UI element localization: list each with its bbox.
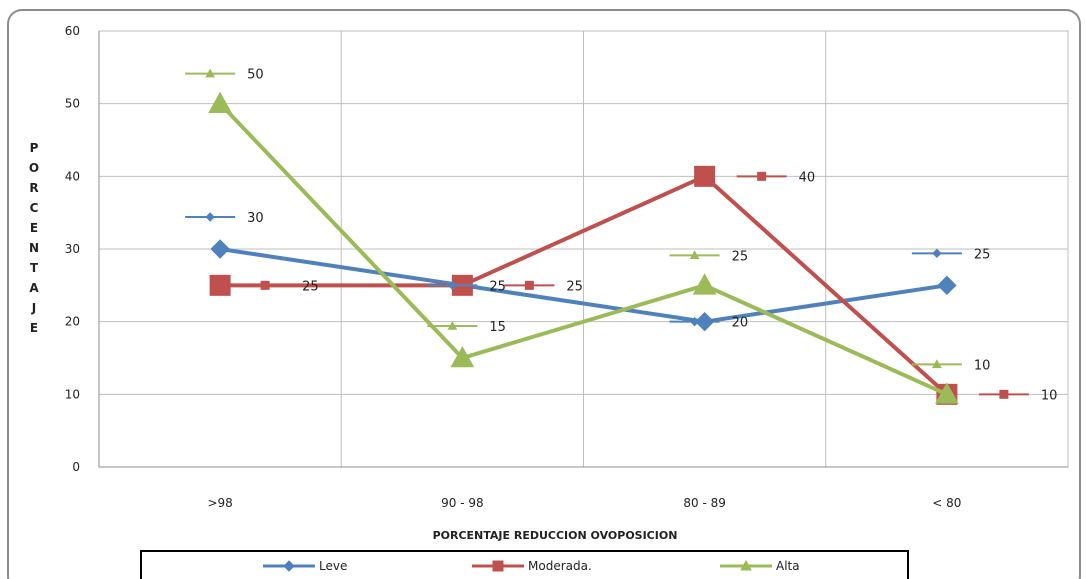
data-label: 50: [185, 68, 264, 83]
data-label: 20: [669, 316, 749, 331]
marker: [932, 248, 942, 259]
data-label: 25: [669, 249, 749, 264]
data-label: 10: [978, 388, 1058, 403]
x-tick-label: >98: [207, 496, 232, 510]
y-axis-label-letter: A: [29, 281, 39, 295]
legend-label: Alta: [776, 559, 800, 573]
marker: [450, 345, 475, 368]
series-line: [220, 174, 949, 396]
series-line: [218, 102, 948, 397]
data-label: 25: [427, 279, 506, 294]
y-axis-ticks: 0 10 20 30 40 50 60: [65, 24, 80, 474]
y-tick-label: 40: [65, 169, 80, 183]
marker: [260, 280, 270, 290]
data-label: 25: [240, 279, 319, 294]
data-label-text: 25: [302, 279, 319, 294]
x-tick-label: 80 - 89: [683, 496, 726, 510]
y-tick-label: 50: [65, 97, 80, 111]
y-tick-label: 10: [65, 387, 80, 401]
y-tick-label: 60: [65, 24, 80, 38]
data-labels: 30 25 20 25 25 25 40 10 50 15 25 10: [185, 68, 1058, 403]
y-axis-label-letter: T: [30, 261, 39, 275]
data-label: 30: [185, 211, 264, 226]
y-axis-label: PORCENTAJE: [29, 141, 39, 335]
data-label-text: 15: [489, 320, 506, 335]
legend: Leve Moderada. Alta: [263, 559, 800, 573]
marker: [283, 560, 295, 572]
marker: [689, 316, 700, 327]
data-label-text: 10: [1041, 388, 1058, 403]
marker: [524, 280, 534, 290]
data-label-text: 25: [489, 279, 506, 294]
data-label-text: 50: [247, 68, 264, 83]
data-label-text: 30: [247, 211, 264, 226]
marker: [205, 212, 215, 222]
y-axis-label-letter: J: [31, 301, 36, 315]
data-label: 15: [427, 320, 506, 335]
marker: [689, 250, 700, 260]
y-tick-label: 20: [65, 315, 80, 329]
data-label-text: 25: [566, 279, 583, 294]
x-tick-label: 90 - 98: [441, 496, 484, 510]
data-label-text: 10: [974, 358, 991, 373]
legend-item: Leve: [263, 559, 347, 573]
grid: [98, 30, 1068, 468]
data-label: 40: [736, 170, 816, 185]
y-axis-label-letter: E: [30, 321, 38, 335]
y-axis-label-letter: P: [30, 141, 39, 155]
marker: [205, 68, 215, 78]
y-tick-label: 0: [72, 460, 80, 474]
marker: [932, 359, 942, 369]
data-label: 25: [911, 247, 991, 262]
data-label: 10: [911, 358, 991, 373]
marker: [492, 560, 504, 572]
data-label-text: 25: [974, 247, 991, 262]
series-line: [219, 247, 948, 324]
series-alta: [208, 91, 959, 404]
marker: [447, 320, 458, 330]
legend-label: Leve: [319, 559, 347, 573]
y-axis-label-letter: R: [29, 181, 38, 195]
marker: [937, 275, 957, 296]
y-axis-label-letter: E: [30, 221, 38, 235]
legend-item: Moderada.: [472, 559, 592, 573]
marker: [208, 91, 232, 113]
marker: [210, 239, 230, 259]
data-label: 25: [504, 279, 583, 294]
y-tick-label: 30: [65, 242, 80, 256]
legend-label: Moderada.: [528, 559, 592, 573]
data-label-text: 40: [799, 170, 816, 185]
x-axis-ticks: >98 90 - 98 80 - 89 < 80: [207, 496, 961, 510]
marker: [694, 165, 716, 187]
marker: [447, 280, 458, 291]
y-axis-label-letter: C: [30, 201, 39, 215]
x-tick-label: < 80: [932, 496, 961, 510]
marker: [692, 273, 717, 295]
marker: [757, 171, 767, 181]
data-label-text: 20: [732, 316, 749, 331]
marker: [935, 382, 959, 404]
y-axis-label-letter: O: [29, 161, 39, 175]
marker: [209, 274, 231, 296]
x-axis-label: PORCENTAJE REDUCCION OVOPOSICION: [433, 529, 678, 542]
marker: [740, 559, 752, 571]
legend-item: Alta: [720, 559, 800, 573]
y-axis-label-letter: N: [29, 241, 39, 255]
data-label-text: 25: [732, 249, 749, 264]
marker: [999, 389, 1009, 399]
